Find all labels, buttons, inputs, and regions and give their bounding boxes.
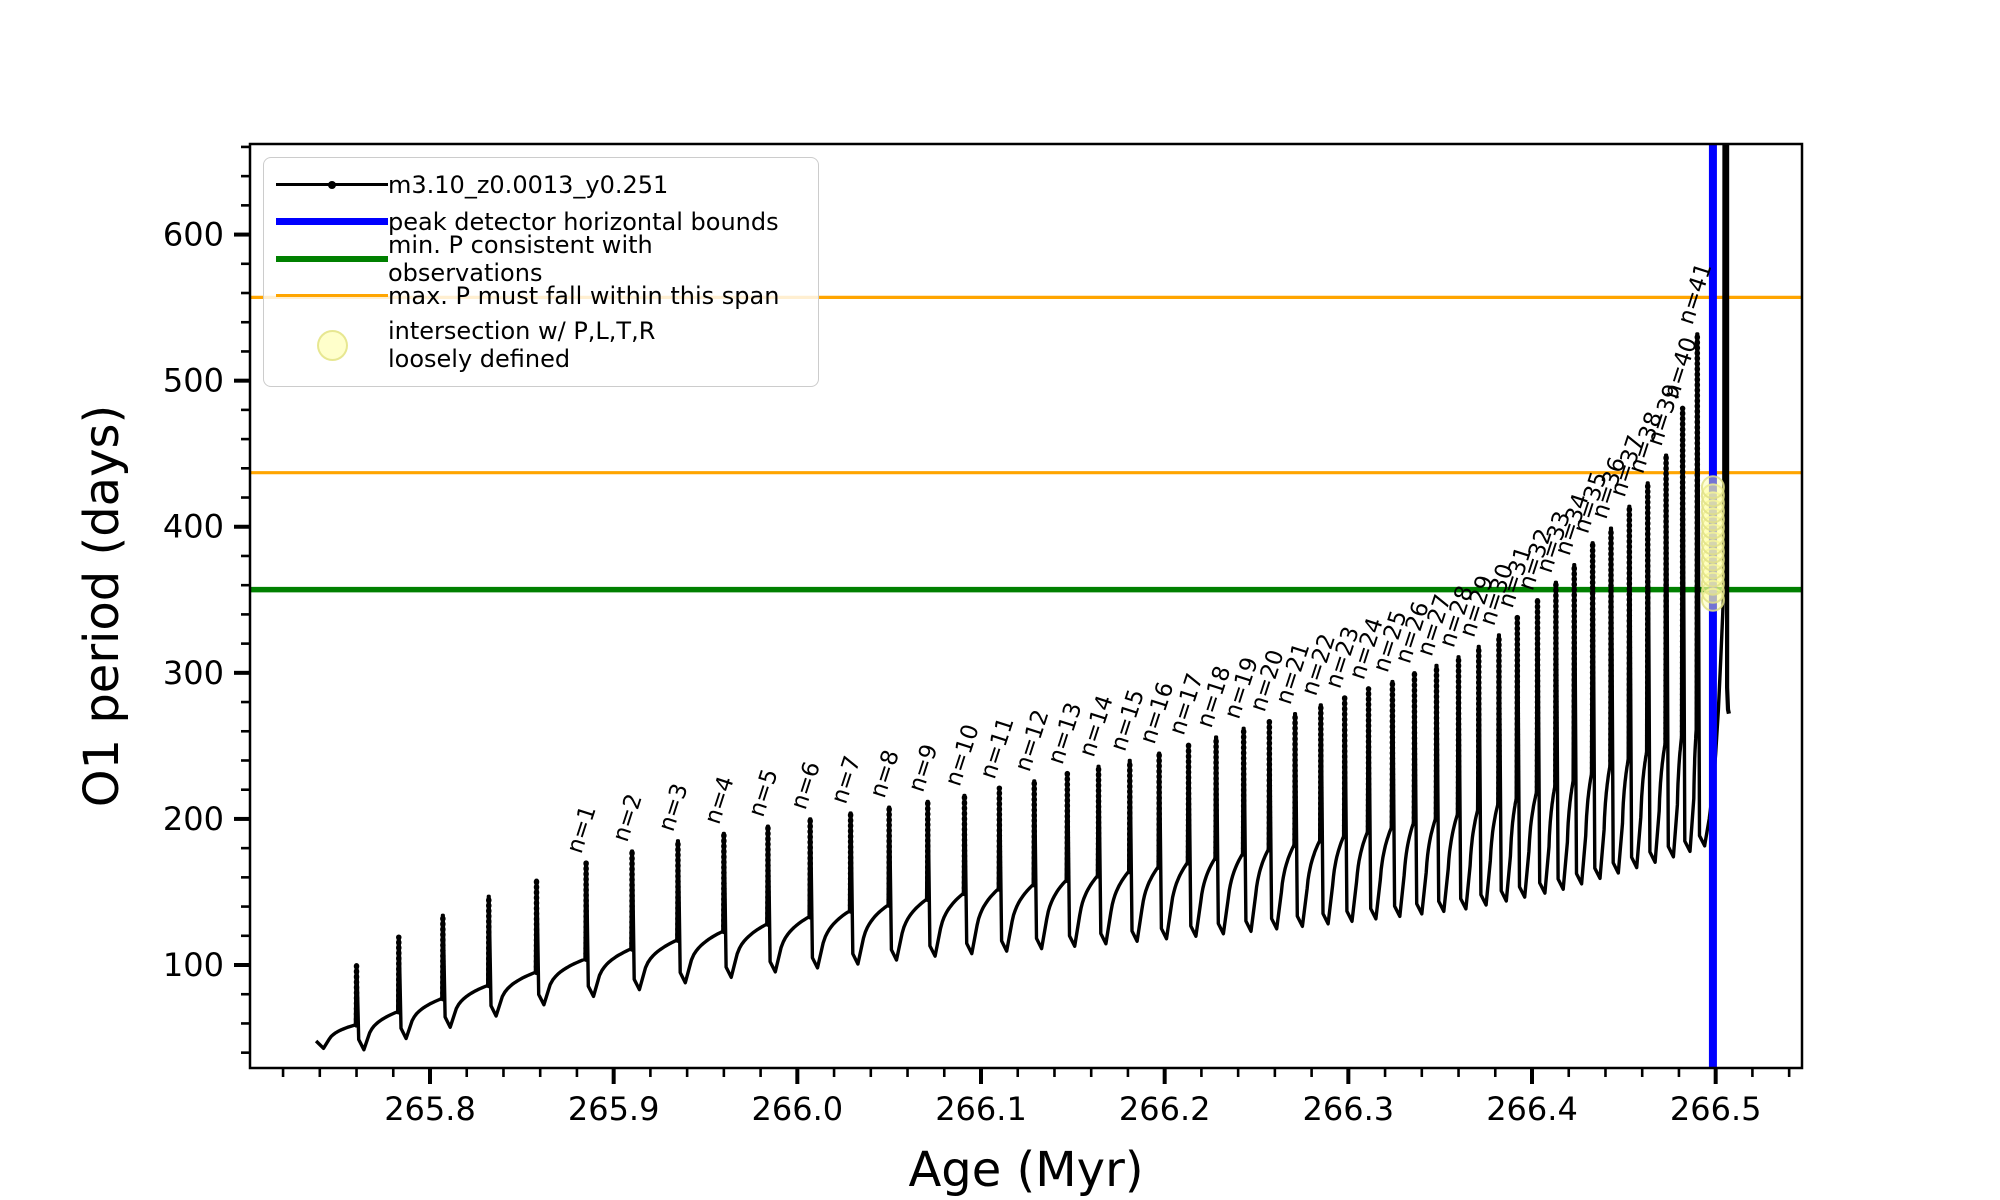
pulse-label: n=12	[1010, 707, 1054, 775]
legend-box: m3.10_z0.0013_y0.251 peak detector horiz…	[263, 157, 819, 387]
x-tick-label: 266.4	[1486, 1090, 1578, 1128]
axes-frame	[248, 142, 1804, 1070]
legend-entry-max-p: max. P must fall within this span	[276, 277, 808, 314]
yellow-circle-marker	[316, 329, 348, 361]
blue-line-sample	[276, 218, 388, 225]
period-curve	[314, 144, 1731, 1052]
pulse-label: n=3	[654, 781, 694, 835]
legend-entry-min-p: min. P consistent with observations	[276, 231, 808, 287]
x-axis-label: Age (Myr)	[908, 1142, 1143, 1198]
green-line-swatch	[276, 255, 388, 262]
y-tick-label: 200	[163, 800, 224, 838]
x-tick-label: 266.3	[1303, 1090, 1395, 1128]
orange-line-sample	[276, 293, 388, 298]
pulse-label: n=10	[940, 721, 984, 789]
y-tick-label: 300	[163, 654, 224, 692]
y-tick-label: 600	[163, 216, 224, 254]
orange-line-swatch	[276, 293, 388, 298]
pulse-label: n=2	[608, 791, 648, 845]
y-tick-label: 500	[163, 362, 224, 400]
y-tick-label: 400	[163, 508, 224, 546]
x-tick-label: 266.0	[752, 1090, 844, 1128]
green-line-sample	[276, 255, 388, 262]
intersection-marker	[1700, 483, 1725, 508]
legend-label-min-p: min. P consistent with observations	[388, 230, 653, 287]
x-tick-label: 266.1	[935, 1090, 1027, 1128]
pulse-label: n=11	[975, 714, 1019, 782]
intersection-markers	[1700, 475, 1725, 612]
y-axis-label: O1 period (days)	[74, 405, 130, 808]
y-tick-label: 100	[163, 946, 224, 984]
final-descent-curve	[1725, 144, 1731, 715]
legend-entry-series: m3.10_z0.0013_y0.251	[276, 166, 808, 203]
intersection-marker	[1700, 475, 1725, 500]
yellow-circle-swatch	[276, 329, 388, 361]
pulse-label: n=8	[865, 747, 905, 801]
series-dot-marker	[328, 180, 336, 189]
x-tick-label: 265.8	[384, 1090, 476, 1128]
series-line-swatch	[276, 180, 388, 189]
legend-label-peak-detector: peak detector horizontal bounds	[388, 207, 779, 236]
legend-entry-intersection: intersection w/ P,L,T,R loosely defined	[276, 314, 808, 376]
pulse-label: n=1	[562, 802, 602, 856]
x-tick-label: 266.2	[1119, 1090, 1211, 1128]
pulse-label: n=5	[744, 766, 784, 820]
axis-ticks	[234, 145, 1791, 1084]
legend-label-max-p: max. P must fall within this span	[388, 281, 780, 310]
x-tick-label: 266.5	[1670, 1090, 1762, 1128]
legend-entry-peak-detector: peak detector horizontal bounds	[276, 203, 808, 240]
x-tick-label: 265.9	[568, 1090, 660, 1128]
blue-line-swatch	[276, 218, 388, 225]
legend-label-intersection: intersection w/ P,L,T,R loosely defined	[388, 317, 656, 373]
axis-tick-labels: 265.8 265.9 266.0 266.1 266.2 266.3 266.4 266.5…	[163, 216, 1762, 1128]
pulse-label: n=7	[827, 753, 867, 807]
pulse-label: n=6	[786, 759, 826, 813]
pulse-number-labels: n=1 n=2 n=3 n=4 n=5 n=6 n=7n=8n=9n=10n=11n=12n…	[562, 260, 1717, 857]
legend-label-series: m3.10_z0.0013_y0.251	[388, 170, 669, 199]
pulse-label: n=4	[700, 773, 740, 827]
pulse-label: n=9	[904, 741, 944, 795]
